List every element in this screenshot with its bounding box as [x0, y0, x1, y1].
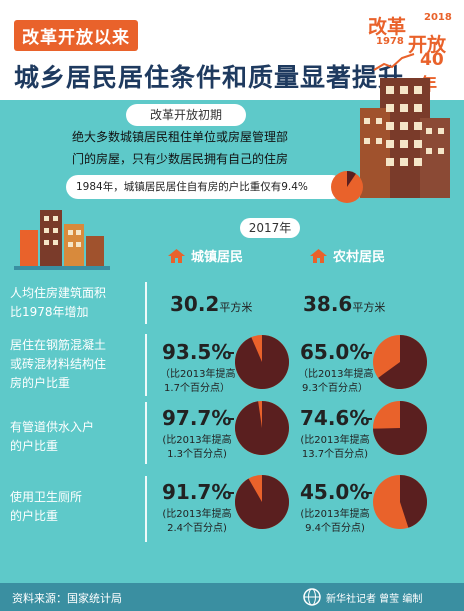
note-line: 9.3个百分点） [302, 383, 368, 394]
note-line: (比2013年提高 [300, 509, 370, 520]
data-source: 资料来源：国家统计局 [12, 592, 122, 605]
note-line: 1.3个百分点) [167, 449, 227, 460]
urban-value: 97.7% [162, 406, 232, 430]
value-connector [366, 352, 372, 354]
row-divider [145, 476, 147, 542]
urban-floor-area: 30.2平方米 [170, 292, 253, 316]
credit: 新华社记者 曾莹 编制 [326, 594, 423, 605]
note-line: 2.4个百分点) [167, 523, 227, 534]
rural-value: 45.0% [300, 480, 370, 504]
urban-pie [235, 401, 289, 455]
row-label-floor-area: 人均住房建筑面积 比1978年增加 [10, 286, 107, 319]
pie-slice [235, 475, 289, 529]
rural-note: （比2013年提高 9.3个百分点） [298, 368, 374, 396]
rural-pie [373, 475, 427, 529]
anniversary-logo: 改革 2018 1978 开放 40年 [368, 10, 458, 95]
pie-slice [347, 171, 356, 187]
row-label-sanitary-toilet: 使用卫生厕所 的户比重 [10, 490, 83, 523]
rural-value: 65.0% [300, 340, 370, 364]
urban-value: 93.5% [162, 340, 232, 364]
header-tag: 改革开放以来 [14, 20, 138, 51]
globe-icon [303, 588, 321, 606]
note-line: (比2013年提高 [162, 435, 232, 446]
note-line: (比2013年提高 [162, 509, 232, 520]
value-connector [228, 352, 234, 354]
pie-slice [235, 401, 289, 455]
rural-value: 74.6% [300, 406, 370, 430]
row-label-concrete-structure: 居住在钢筋混凝土 或砖混材料结构住 房的户比重 [10, 338, 107, 390]
value-connector [366, 418, 372, 420]
row-divider [145, 334, 147, 396]
pie-slice [235, 335, 289, 389]
note-line: 1.7个百分点） [164, 383, 230, 394]
early-reform-stat: 1984年，城镇居民居住自有房的户比重仅有9.4% [66, 175, 344, 199]
note-line: 9.4个百分点) [305, 523, 365, 534]
note-line: 13.7个百分点) [301, 449, 369, 460]
row-divider [145, 402, 147, 464]
pie-slice [400, 475, 427, 528]
city-buildings-illustration [14, 210, 110, 270]
house-icon [168, 248, 185, 263]
rural-pie [373, 335, 427, 389]
value-connector [228, 418, 234, 420]
urban-note: （比2013年提高 1.7个百分点） [160, 368, 236, 396]
early-reform-pie [331, 171, 363, 203]
urban-note: (比2013年提高 2.4个百分点) [160, 508, 234, 536]
footer-bar [0, 583, 464, 611]
page-title: 城乡居民居住条件和质量显著提升 [14, 63, 405, 92]
apartment-building-illustration [360, 78, 450, 198]
pie-slice [378, 335, 427, 389]
pie-slice [373, 401, 427, 455]
column-header-urban: 城镇居民 [168, 246, 243, 265]
note-line: (比2013年提高 [300, 435, 370, 446]
early-reform-text: 绝大多数城镇居民租住单位或房屋管理部 门的房屋，只有少数居民拥有自己的住房 [72, 130, 289, 166]
value-connector [228, 492, 234, 494]
house-icon [310, 248, 327, 263]
value-connector [366, 492, 372, 494]
note-line: （比2013年提高 [298, 369, 374, 380]
urban-note: (比2013年提高 1.3个百分点) [160, 434, 234, 462]
urban-value: 91.7% [162, 480, 232, 504]
row-label-piped-water: 有管道供水入户 的户比重 [10, 420, 95, 453]
year-label: 2017年 [240, 218, 300, 238]
rural-floor-area: 38.6平方米 [303, 292, 386, 316]
rural-pie [373, 401, 427, 455]
urban-pie [235, 335, 289, 389]
early-reform-title: 改革开放初期 [126, 104, 246, 126]
row-divider [145, 282, 147, 324]
column-header-rural: 农村居民 [310, 246, 385, 265]
note-line: （比2013年提高 [160, 369, 236, 380]
rural-note: (比2013年提高 9.4个百分点) [298, 508, 372, 536]
rural-note: (比2013年提高 13.7个百分点) [298, 434, 372, 462]
trend-line-icon [373, 53, 415, 71]
urban-pie [235, 475, 289, 529]
